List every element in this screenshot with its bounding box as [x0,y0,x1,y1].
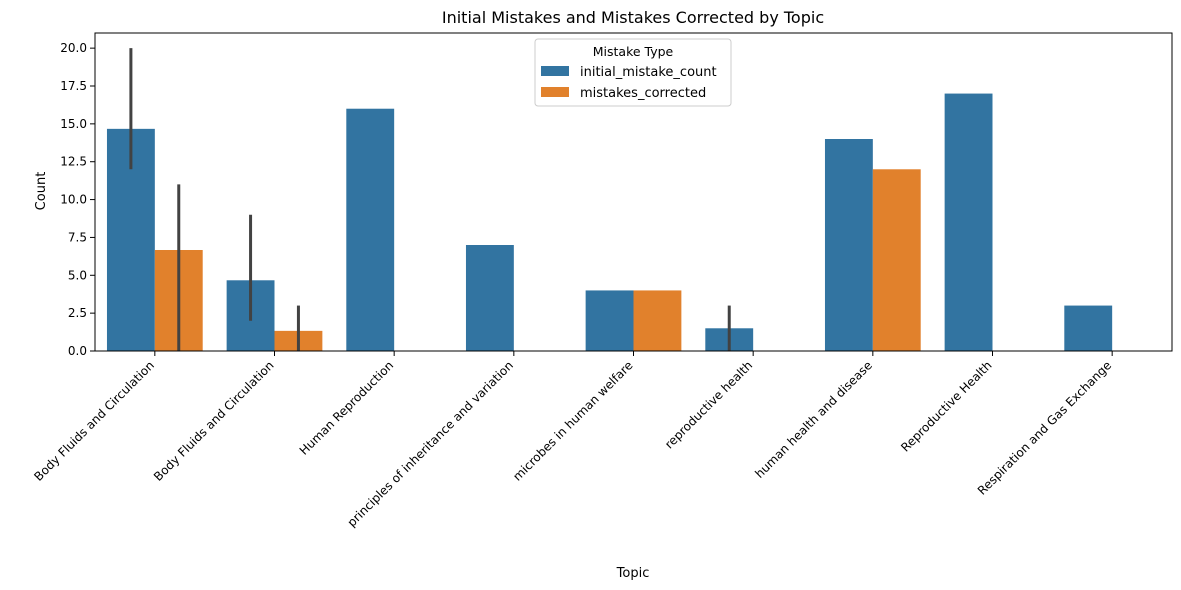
y-tick-label: 0.0 [68,344,87,358]
legend-label-mistakes_corrected: mistakes_corrected [580,86,706,101]
legend: Mistake Type initial_mistake_countmistak… [534,38,732,107]
x-tick-label: Body Fluids and Circulation [151,358,277,484]
bars-layer [106,93,1113,352]
bar-mistakes_corrected-6 [872,169,921,351]
y-tick-label: 7.5 [68,230,87,244]
x-tick-label: Body Fluids and Circulation [31,358,157,484]
x-tick-label: Respiration and Gas Exchange [975,358,1114,497]
legend-title: Mistake Type [593,44,674,59]
bar-initial_mistake_count-8 [1064,305,1113,351]
x-tick-label: microbes in human welfare [510,358,635,483]
y-tick-label: 5.0 [68,268,87,282]
legend-swatch-mistakes_corrected [541,87,569,97]
x-tick-label: human health and disease [752,358,875,481]
x-axis-label: Topic [616,566,650,581]
bar-initial_mistake_count-2 [346,108,395,351]
legend-swatch-initial_mistake_count [541,66,569,76]
y-tick-label: 17.5 [60,79,87,93]
x-tick-label: Human Reproduction [297,358,397,458]
y-axis-label: Count [34,172,49,211]
plot-frame [94,32,1173,352]
bar-mistakes_corrected-4 [633,290,682,351]
bar-initial_mistake_count-6 [824,139,873,351]
error-bars-layer [129,48,731,351]
x-tick-label: Reproductive Health [898,358,994,454]
x-tick-label: reproductive health [662,358,755,451]
y-tick-label: 15.0 [60,117,87,131]
y-tick-label: 12.5 [60,155,87,169]
y-tick-label: 10.0 [60,193,87,207]
legend-box [534,38,732,107]
legend-label-initial_mistake_count: initial_mistake_count [580,65,717,80]
legend-entries: initial_mistake_count mistakes_corrected [541,65,717,101]
y-axis: 0.0 2.5 5.0 7.5 10.0 12.5 15.0 17.5 20.0 [60,41,95,358]
y-tick-label: 2.5 [68,306,87,320]
y-tick-label: 20.0 [60,41,87,55]
bar-initial_mistake_count-7 [944,93,993,352]
chart-title: Initial Mistakes and Mistakes Corrected … [442,8,824,27]
bar-initial_mistake_count-4 [585,290,634,351]
bar-initial_mistake_count-3 [465,245,514,351]
